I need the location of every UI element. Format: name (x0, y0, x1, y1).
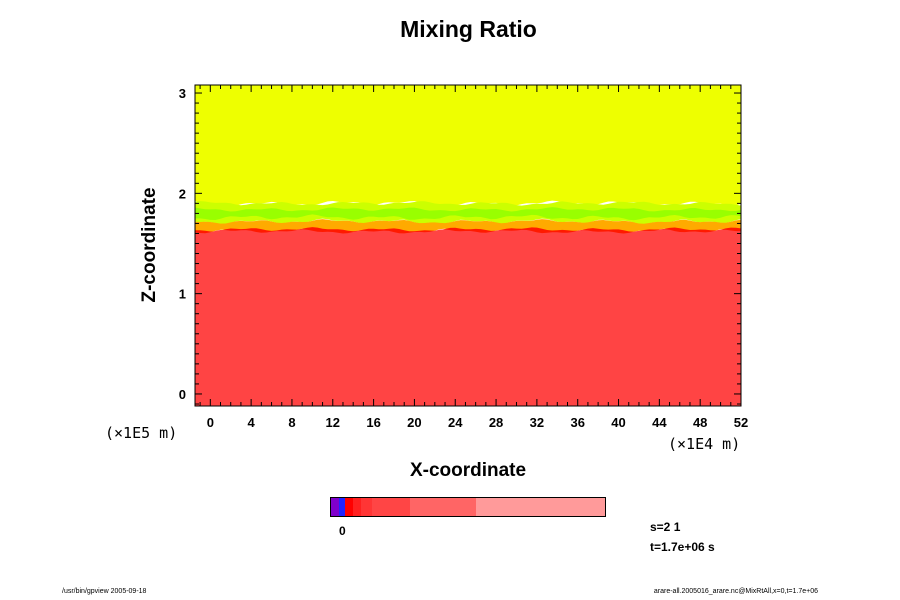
colorbar-segment (372, 498, 411, 516)
x-tick-label: 28 (489, 415, 503, 430)
s-label: s=2 1 (650, 520, 681, 534)
x-unit-label: (×1E4 m) (668, 435, 741, 453)
t-label: t=1.7e+06 s (650, 540, 715, 554)
contour-layer-upper (195, 85, 741, 206)
x-tick-label: 0 (207, 415, 214, 430)
x-tick-label: 20 (407, 415, 421, 430)
chart-title: Mixing Ratio (400, 16, 537, 42)
x-tick-label: 12 (326, 415, 340, 430)
x-tick-label: 44 (652, 415, 667, 430)
y-unit-label: (×1E5 m) (105, 424, 178, 442)
colorbar-segment (410, 498, 477, 516)
colorbar-segment (476, 498, 605, 516)
colorbar (330, 497, 606, 517)
contour-layer-transition-green (195, 207, 741, 221)
colorbar-segment (344, 498, 353, 516)
x-tick-label: 40 (611, 415, 625, 430)
y-axis-label: Z-coordinate (139, 187, 160, 303)
colorbar-segment (331, 498, 340, 516)
colorbar-segment (339, 498, 345, 516)
x-tick-label: 36 (570, 415, 584, 430)
y-tick-label: 3 (179, 86, 186, 101)
x-tick-label: 4 (248, 415, 256, 430)
footer-left: /usr/bin/gpview 2005-09-18 (62, 588, 147, 595)
x-tick-label: 16 (366, 415, 380, 430)
x-tick-label: 48 (693, 415, 707, 430)
x-axis-label: X-coordinate (409, 460, 527, 481)
contour-layer-lower (195, 229, 741, 406)
colorbar-segment (352, 498, 362, 516)
y-tick-label: 2 (179, 186, 186, 201)
contour-layers (195, 85, 741, 406)
footer-right: arare-all.2005016_arare.nc@MixRtAll,x=0,… (653, 588, 818, 595)
x-tick-label: 32 (530, 415, 544, 430)
plot-frame (194, 84, 742, 407)
x-tick-label: 52 (734, 415, 748, 430)
y-tick-label: 1 (179, 287, 186, 302)
colorbar-segment (361, 498, 373, 516)
x-tick-label: 8 (288, 415, 295, 430)
y-tick-label: 0 (179, 387, 186, 402)
x-tick-label: 24 (448, 415, 463, 430)
colorbar-zero-label: 0 (339, 524, 346, 538)
